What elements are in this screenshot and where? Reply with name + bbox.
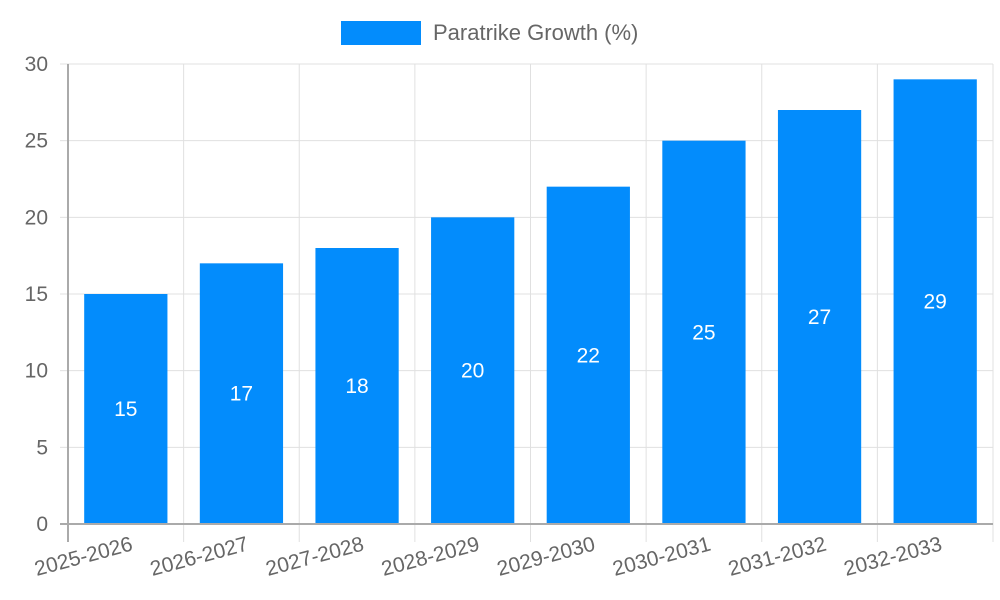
x-tick-label: 2027-2028 xyxy=(263,533,366,581)
y-tick-label: 0 xyxy=(36,513,48,536)
y-tick-label: 5 xyxy=(36,436,48,459)
bar-value-label: 15 xyxy=(114,398,137,421)
bar-value-label: 27 xyxy=(808,306,831,329)
x-tick-label: 2029-2030 xyxy=(495,533,598,581)
bar-value-label: 29 xyxy=(924,291,947,314)
x-tick-label: 2031-2032 xyxy=(726,533,829,581)
bar-value-label: 17 xyxy=(230,383,253,406)
bar-value-label: 20 xyxy=(461,360,484,383)
bar[interactable] xyxy=(777,110,862,524)
y-tick-label: 10 xyxy=(25,360,48,383)
bar[interactable] xyxy=(893,79,977,524)
bar[interactable] xyxy=(662,140,746,524)
y-tick-label: 15 xyxy=(25,283,48,306)
y-tick-label: 30 xyxy=(25,53,48,76)
bar[interactable] xyxy=(315,248,399,524)
bar[interactable] xyxy=(199,263,284,524)
x-tick-label: 2028-2029 xyxy=(379,533,482,581)
bar[interactable] xyxy=(431,217,515,525)
bar-value-label: 18 xyxy=(345,375,368,398)
y-tick-label: 20 xyxy=(25,206,48,229)
legend-label: Paratrike Growth (%) xyxy=(433,20,639,45)
bar[interactable] xyxy=(546,186,630,524)
bar[interactable] xyxy=(84,294,168,524)
x-tick-label: 2032-2033 xyxy=(842,533,945,581)
x-tick-label: 2025-2026 xyxy=(32,533,135,581)
bar-value-label: 25 xyxy=(692,321,715,344)
legend-swatch xyxy=(341,21,421,45)
chart-legend[interactable]: Paratrike Growth (%) xyxy=(341,20,638,46)
y-tick-label: 25 xyxy=(25,130,48,153)
bar-value-label: 22 xyxy=(577,344,600,367)
x-tick-label: 2026-2027 xyxy=(148,533,251,581)
x-tick-label: 2030-2031 xyxy=(610,533,713,581)
